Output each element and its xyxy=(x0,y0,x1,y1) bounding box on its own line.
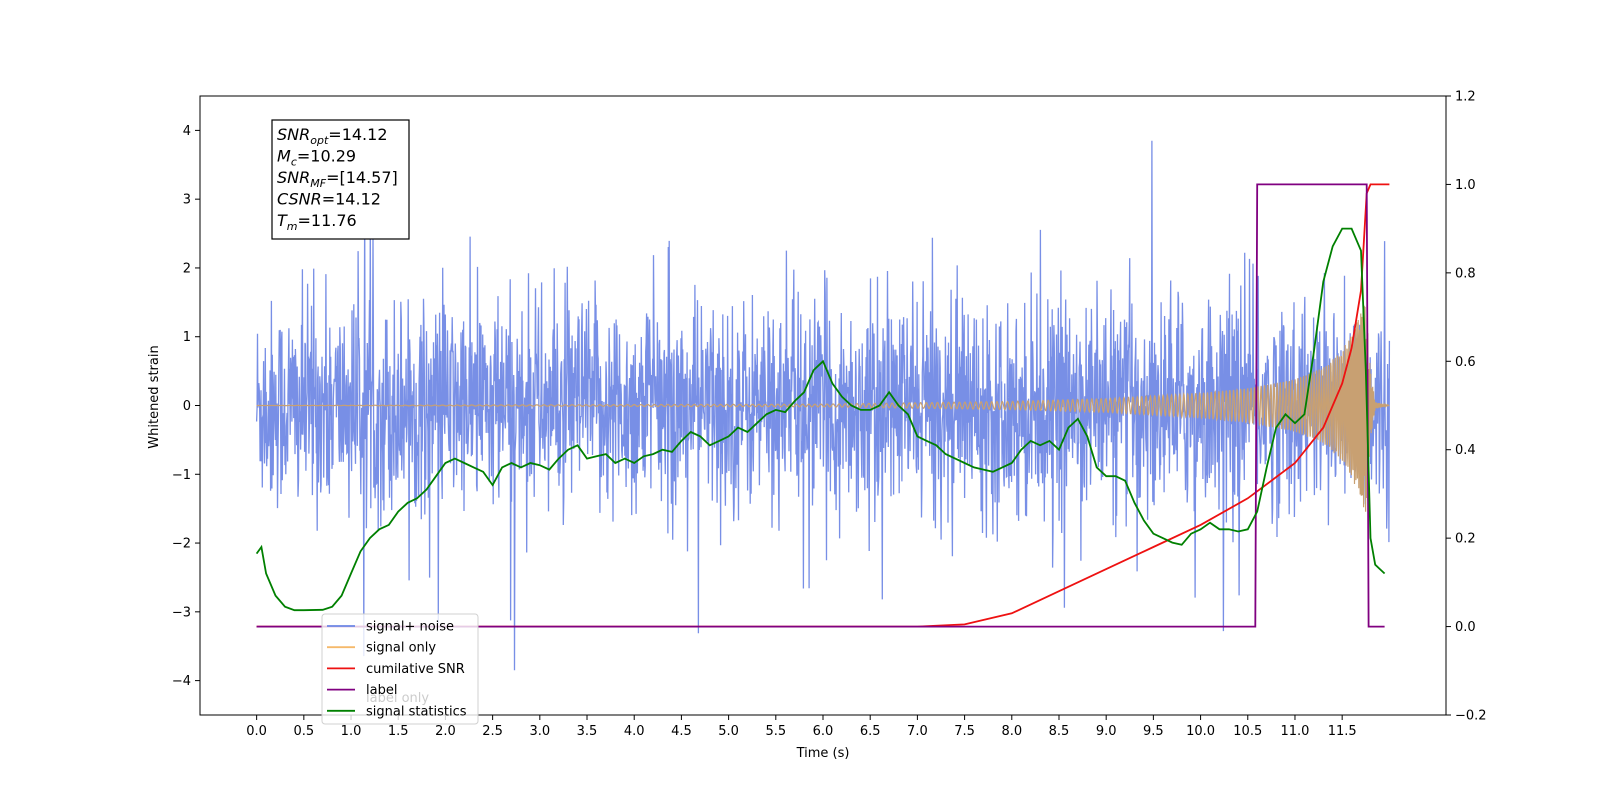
x-tick-label: 7.0 xyxy=(907,724,928,739)
x-tick-label: 11.0 xyxy=(1280,724,1309,739)
y2-tick-label: 1.0 xyxy=(1455,178,1476,193)
y-tick-label: −1 xyxy=(172,468,191,483)
y2-tick-label: 1.2 xyxy=(1455,90,1476,105)
y-tick-label: 3 xyxy=(183,193,191,208)
label-line xyxy=(256,183,1385,628)
y-tick-label: −2 xyxy=(172,537,191,552)
y2-tick-label: −0.2 xyxy=(1455,709,1487,724)
legend-label: signal only xyxy=(366,641,436,656)
stats-annotation-box: SNRopt=14.12Mc=10.29SNRMF=[14.57]CSNR=14… xyxy=(271,119,410,240)
x-tick-label: 9.5 xyxy=(1143,724,1164,739)
x-tick-label: 4.5 xyxy=(671,724,692,739)
signal-statistics-line xyxy=(255,227,1386,612)
y-tick-label: 0 xyxy=(183,399,191,414)
y-axis-ticks: −4 −3 −2 −1 0 1 2 3 4 xyxy=(172,124,200,689)
x-tick-label: 11.5 xyxy=(1328,724,1357,739)
annotation-line: Mc=10.29 xyxy=(277,147,356,169)
y2-axis-ticks: −0.2 0.0 0.2 0.4 0.6 0.8 1.0 1.2 xyxy=(1446,90,1487,724)
cumilative-snr-line xyxy=(256,183,1390,628)
y2-tick-label: 0.2 xyxy=(1455,532,1476,547)
x-tick-label: 5.0 xyxy=(718,724,739,739)
annotation-line: SNRopt=14.12 xyxy=(277,125,388,147)
x-axis-ticks: 0.0 0.5 1.0 1.5 2.0 2.5 3.0 3.5 4.0 4.5 5.0 5.5 6.0 6… xyxy=(246,715,1357,739)
x-tick-label: 9.0 xyxy=(1096,724,1117,739)
y-tick-label: −3 xyxy=(172,605,191,620)
x-tick-label: 2.5 xyxy=(482,724,503,739)
legend-label: signal statistics xyxy=(366,704,467,719)
x-tick-label: 3.5 xyxy=(577,724,598,739)
x-tick-label: 10.0 xyxy=(1186,724,1215,739)
series-signal-noise xyxy=(255,140,1391,671)
x-tick-label: 3.0 xyxy=(529,724,550,739)
y2-tick-label: 0.8 xyxy=(1455,266,1476,281)
y-axis-label: Whitened strain xyxy=(147,345,162,448)
x-tick-label: 1.5 xyxy=(388,724,409,739)
x-tick-label: 6.0 xyxy=(813,724,834,739)
x-axis-label: Time (s) xyxy=(796,746,850,761)
legend-label: label xyxy=(366,683,397,698)
annotation-line: SNRMF=[14.57] xyxy=(277,168,398,190)
x-tick-label: 7.5 xyxy=(954,724,975,739)
legend: label only signal+ noise signal only cumila… xyxy=(321,613,479,725)
x-tick-label: 1.0 xyxy=(341,724,362,739)
signal-noise-line xyxy=(255,140,1391,671)
x-tick-label: 0.5 xyxy=(293,724,314,739)
annotation-box-frame xyxy=(271,119,410,240)
annotation-line: Tm=11.76 xyxy=(277,211,357,233)
y2-tick-label: 0.4 xyxy=(1455,443,1476,458)
x-tick-label: 8.0 xyxy=(1001,724,1022,739)
y-tick-label: 2 xyxy=(183,261,191,276)
x-tick-label: 6.5 xyxy=(860,724,881,739)
legend-frame xyxy=(321,613,479,725)
legend-label: signal+ noise xyxy=(366,620,454,635)
signal-only-line xyxy=(256,305,1390,512)
y2-tick-label: 0.0 xyxy=(1455,620,1476,635)
right-axis-series xyxy=(255,183,1390,628)
x-tick-label: 4.0 xyxy=(624,724,645,739)
x-tick-label: 2.0 xyxy=(435,724,456,739)
x-tick-label: 10.5 xyxy=(1233,724,1262,739)
x-tick-label: 5.5 xyxy=(765,724,786,739)
y-tick-label: 4 xyxy=(183,124,191,139)
x-tick-label: 8.5 xyxy=(1049,724,1070,739)
y-tick-label: 1 xyxy=(183,330,191,345)
y2-tick-label: 0.6 xyxy=(1455,355,1476,370)
y-tick-label: −4 xyxy=(172,674,191,689)
legend-hidden-text: label only xyxy=(366,691,429,706)
annotation-line: CSNR=14.12 xyxy=(277,190,381,209)
series-signal-only xyxy=(256,305,1390,512)
legend-label: cumilative SNR xyxy=(366,662,465,677)
x-tick-label: 0.0 xyxy=(246,724,267,739)
